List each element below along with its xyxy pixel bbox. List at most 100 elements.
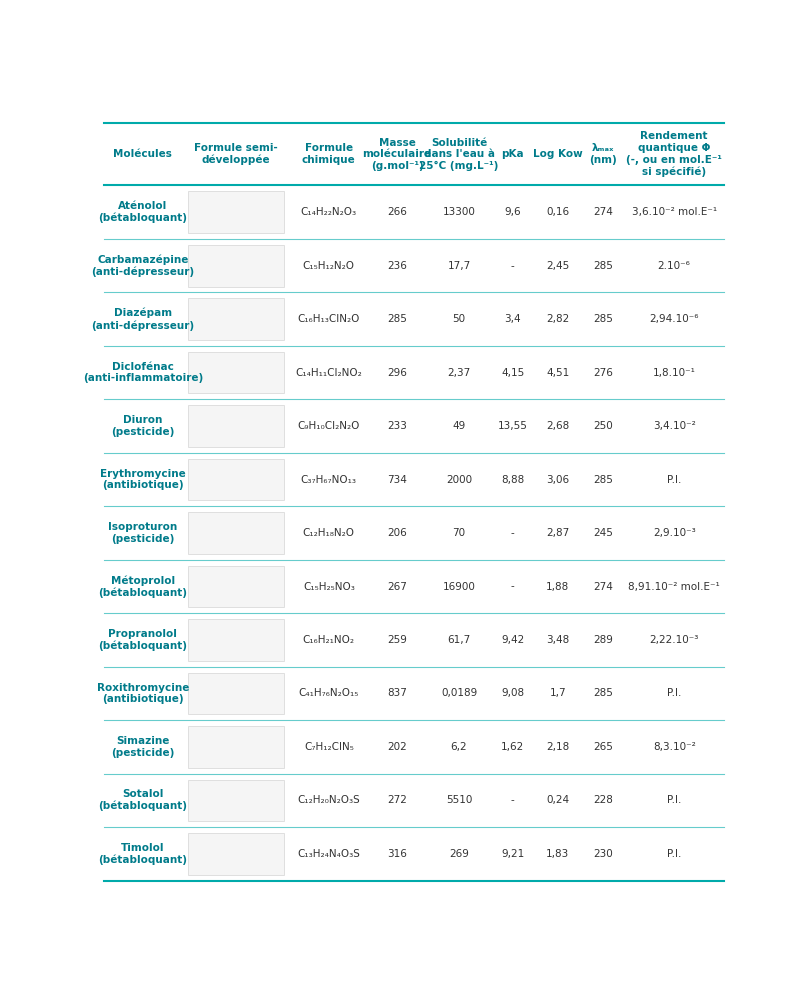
Text: 285: 285: [593, 314, 613, 324]
Text: Erythromycine
(antibiotique): Erythromycine (antibiotique): [100, 469, 186, 490]
Bar: [188, 619, 284, 661]
Text: 13,55: 13,55: [498, 421, 528, 432]
Text: C₁₄H₁₁Cl₂NO₂: C₁₄H₁₁Cl₂NO₂: [296, 368, 362, 378]
Bar: [188, 406, 284, 447]
Text: 734: 734: [387, 474, 407, 484]
Bar: [188, 191, 284, 233]
Text: -: -: [511, 528, 515, 538]
Text: 5510: 5510: [446, 796, 472, 806]
Text: Roxithromycine
(antibiotique): Roxithromycine (antibiotique): [97, 682, 189, 704]
Text: Masse
moléculaire
(g.mol⁻¹): Masse moléculaire (g.mol⁻¹): [363, 138, 431, 171]
Text: 269: 269: [449, 849, 469, 859]
Text: Métoprolol
(bétabloquant): Métoprolol (bétabloquant): [99, 575, 187, 598]
Text: C₁₆H₂₁NO₂: C₁₆H₂₁NO₂: [303, 635, 355, 645]
Text: 1,83: 1,83: [546, 849, 570, 859]
Text: Formule semi-
développée: Formule semi- développée: [194, 143, 278, 166]
Text: 3,6.10⁻² mol.E⁻¹: 3,6.10⁻² mol.E⁻¹: [632, 207, 717, 217]
Text: 245: 245: [593, 528, 613, 538]
Text: 9,08: 9,08: [501, 688, 524, 698]
Text: 2.10⁻⁶: 2.10⁻⁶: [658, 261, 691, 271]
Text: 6,2: 6,2: [451, 742, 467, 752]
Text: Propranolol
(bétabloquant): Propranolol (bétabloquant): [99, 629, 187, 651]
Text: Formule
chimique: Formule chimique: [302, 144, 356, 165]
Text: C₁₅H₁₂N₂O: C₁₅H₁₂N₂O: [303, 261, 355, 271]
Text: 250: 250: [593, 421, 613, 432]
Bar: [188, 299, 284, 340]
Text: 13300: 13300: [443, 207, 475, 217]
Text: C₁₂H₁₈N₂O: C₁₂H₁₈N₂O: [303, 528, 355, 538]
Text: C₄₁H₇₆N₂O₁₅: C₄₁H₇₆N₂O₁₅: [299, 688, 359, 698]
Text: -: -: [511, 581, 515, 591]
Text: 9,6: 9,6: [504, 207, 521, 217]
Text: 8,91.10⁻² mol.E⁻¹: 8,91.10⁻² mol.E⁻¹: [629, 581, 720, 591]
Text: 236: 236: [387, 261, 407, 271]
Text: 0,24: 0,24: [546, 796, 570, 806]
Text: 49: 49: [452, 421, 465, 432]
Text: 61,7: 61,7: [448, 635, 471, 645]
Text: Solubilité
dans l'eau à
25°C (mg.L⁻¹): Solubilité dans l'eau à 25°C (mg.L⁻¹): [419, 138, 499, 171]
Text: 3,4: 3,4: [504, 314, 521, 324]
Text: Diclofénac
(anti-inflammatoire): Diclofénac (anti-inflammatoire): [82, 362, 203, 384]
Bar: [188, 780, 284, 821]
Text: pKa: pKa: [501, 149, 524, 159]
Text: 8,88: 8,88: [501, 474, 524, 484]
Text: 1,8.10⁻¹: 1,8.10⁻¹: [653, 368, 696, 378]
Bar: [188, 352, 284, 394]
Text: 2,45: 2,45: [546, 261, 570, 271]
Text: 4,15: 4,15: [501, 368, 524, 378]
Text: 2,37: 2,37: [448, 368, 471, 378]
Text: 266: 266: [387, 207, 407, 217]
Text: 3,48: 3,48: [546, 635, 570, 645]
Text: C₃₇H₆₇NO₁₃: C₃₇H₆₇NO₁₃: [301, 474, 357, 484]
Text: 316: 316: [387, 849, 407, 859]
Text: 0,0189: 0,0189: [441, 688, 478, 698]
Text: 70: 70: [452, 528, 465, 538]
Text: 267: 267: [387, 581, 407, 591]
Bar: [188, 673, 284, 714]
Text: Carbamazépine
(anti-dépresseur): Carbamazépine (anti-dépresseur): [91, 254, 195, 277]
Text: 1,88: 1,88: [546, 581, 570, 591]
Text: Log Kow: Log Kow: [533, 149, 583, 159]
Text: Aténolol
(bétabloquant): Aténolol (bétabloquant): [99, 201, 187, 223]
Text: 1,7: 1,7: [549, 688, 566, 698]
Text: 233: 233: [387, 421, 407, 432]
Text: 2,18: 2,18: [546, 742, 570, 752]
Text: Rendement
quantique Φ
(-, ou en mol.E⁻¹
si spécifié): Rendement quantique Φ (-, ou en mol.E⁻¹ …: [626, 132, 722, 177]
Text: 4,51: 4,51: [546, 368, 570, 378]
Text: Timolol
(bétabloquant): Timolol (bétabloquant): [99, 843, 187, 865]
Text: 285: 285: [593, 474, 613, 484]
Bar: [188, 726, 284, 768]
Text: 17,7: 17,7: [448, 261, 471, 271]
Text: Diazépam
(anti-dépresseur): Diazépam (anti-dépresseur): [91, 308, 195, 330]
Bar: [188, 245, 284, 287]
Text: 289: 289: [593, 635, 613, 645]
Text: 9,42: 9,42: [501, 635, 524, 645]
Text: 0,16: 0,16: [546, 207, 570, 217]
Bar: [188, 833, 284, 875]
Text: C₇H₁₂ClN₅: C₇H₁₂ClN₅: [304, 742, 354, 752]
Text: 2,82: 2,82: [546, 314, 570, 324]
Text: 2,68: 2,68: [546, 421, 570, 432]
Text: 206: 206: [387, 528, 407, 538]
Text: 274: 274: [593, 207, 613, 217]
Text: C₁₆H₁₃ClN₂O: C₁₆H₁₃ClN₂O: [297, 314, 360, 324]
Bar: [188, 565, 284, 607]
Text: 837: 837: [387, 688, 407, 698]
Text: -: -: [511, 796, 515, 806]
Text: C₁₄H₂₂N₂O₃: C₁₄H₂₂N₂O₃: [301, 207, 357, 217]
Text: 228: 228: [593, 796, 613, 806]
Text: 3,4.10⁻²: 3,4.10⁻²: [653, 421, 696, 432]
Text: 16900: 16900: [443, 581, 475, 591]
Text: 272: 272: [387, 796, 407, 806]
Text: 9,21: 9,21: [501, 849, 524, 859]
Text: 8,3.10⁻²: 8,3.10⁻²: [653, 742, 696, 752]
Text: P.I.: P.I.: [667, 688, 681, 698]
Text: 202: 202: [387, 742, 407, 752]
Text: Simazine
(pesticide): Simazine (pesticide): [112, 736, 175, 758]
Text: 259: 259: [387, 635, 407, 645]
Text: 285: 285: [593, 688, 613, 698]
Text: λₘₐₓ
(nm): λₘₐₓ (nm): [589, 144, 617, 165]
Text: P.I.: P.I.: [667, 849, 681, 859]
Text: 265: 265: [593, 742, 613, 752]
Text: C₁₅H₂₅NO₃: C₁₅H₂₅NO₃: [303, 581, 355, 591]
